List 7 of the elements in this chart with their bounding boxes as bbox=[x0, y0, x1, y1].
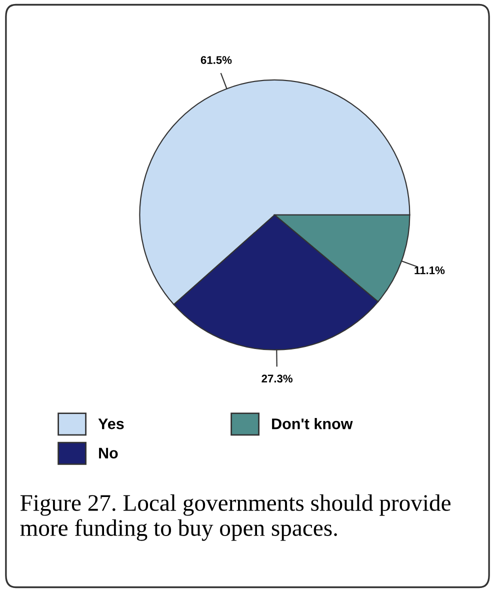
data-label: 27.3% bbox=[262, 374, 293, 383]
legend-label: Don't know bbox=[272, 418, 353, 430]
text: Figure 27. Local governments should provide more funding to buy open spaces. bbox=[20, 494, 450, 541]
legend-label: No bbox=[99, 448, 118, 458]
data-label: 11.1% bbox=[414, 266, 445, 274]
legend-label: Yes bbox=[98, 418, 124, 430]
data-label: 61.5% bbox=[200, 56, 232, 64]
